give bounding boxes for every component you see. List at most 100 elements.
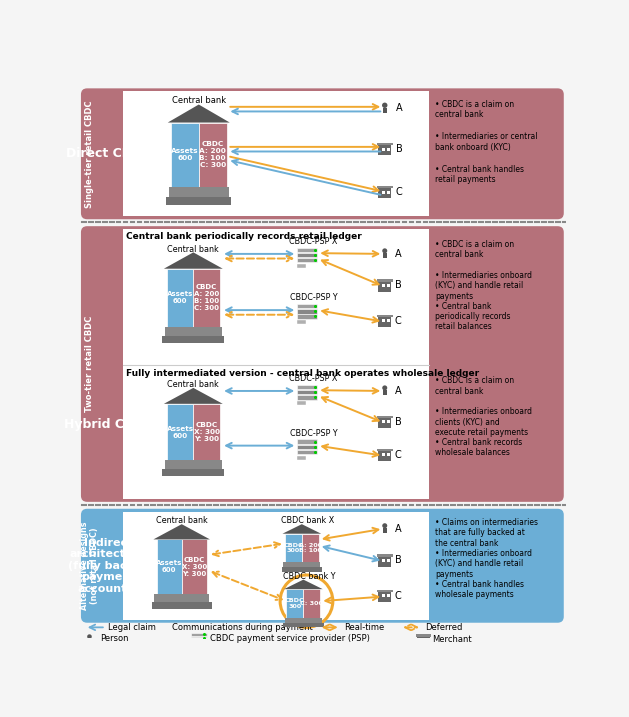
- Text: B: B: [396, 144, 403, 154]
- Text: • CBDC is a claim on
central bank: • CBDC is a claim on central bank: [435, 240, 515, 260]
- Text: CBDC payment service provider (PSP): CBDC payment service provider (PSP): [210, 635, 370, 643]
- Bar: [123, 229, 429, 499]
- Text: Legal claim: Legal claim: [108, 623, 156, 632]
- Circle shape: [382, 103, 387, 108]
- Bar: [283, 562, 320, 567]
- Polygon shape: [164, 388, 223, 404]
- Bar: [297, 445, 317, 449]
- Text: C: 300: C: 300: [301, 601, 323, 606]
- Text: Person: Person: [100, 635, 129, 643]
- Text: • Central bank
periodically records
retail balances: • Central bank periodically records reta…: [435, 302, 511, 331]
- Bar: [297, 395, 317, 399]
- Bar: [123, 92, 429, 216]
- Polygon shape: [282, 524, 321, 533]
- Text: Fully intermediated version - central bank operates wholesale ledger: Fully intermediated version - central ba…: [126, 369, 479, 379]
- Bar: [378, 317, 391, 327]
- Text: Real-time: Real-time: [343, 623, 384, 632]
- Bar: [191, 640, 206, 644]
- Text: CBDC-PSP Y: CBDC-PSP Y: [289, 429, 337, 438]
- Text: B: B: [395, 280, 401, 290]
- Bar: [302, 533, 319, 562]
- Text: Merchant: Merchant: [432, 635, 472, 644]
- Text: Assets
600: Assets 600: [167, 426, 194, 439]
- Bar: [417, 637, 430, 645]
- Text: Indirect
architecture
(fully backed
payment
accounts): Indirect architecture (fully backed paym…: [67, 538, 148, 594]
- Bar: [377, 589, 393, 592]
- Text: Central bank: Central bank: [167, 244, 219, 254]
- Bar: [283, 622, 323, 627]
- Text: CBDC
X: 300
Y: 300: CBDC X: 300 Y: 300: [194, 422, 220, 442]
- Text: Single-tier retail CBDC: Single-tier retail CBDC: [85, 100, 94, 208]
- Bar: [387, 191, 390, 194]
- Bar: [162, 470, 225, 476]
- Bar: [165, 460, 222, 470]
- Bar: [285, 533, 302, 562]
- Bar: [382, 284, 385, 287]
- Bar: [378, 189, 391, 199]
- Bar: [286, 589, 303, 618]
- Bar: [154, 594, 209, 602]
- Bar: [420, 639, 423, 642]
- Text: • Intermediaries onboard
(KYC) and handle retail
payments: • Intermediaries onboard (KYC) and handl…: [435, 549, 532, 579]
- Bar: [191, 637, 206, 640]
- Bar: [193, 404, 220, 460]
- Polygon shape: [164, 252, 223, 269]
- Text: Deferred: Deferred: [425, 623, 462, 632]
- Text: CBDC
300: CBDC 300: [284, 543, 303, 554]
- Text: A: A: [395, 249, 401, 259]
- Bar: [193, 269, 220, 327]
- Bar: [377, 315, 393, 317]
- Bar: [167, 404, 193, 460]
- Bar: [382, 528, 387, 533]
- Text: CBDC-PSP Y: CBDC-PSP Y: [289, 293, 337, 303]
- Bar: [297, 390, 317, 394]
- Text: C: C: [396, 187, 403, 197]
- Bar: [382, 191, 385, 194]
- Text: C: C: [395, 316, 401, 326]
- Text: CBDC-PSP X: CBDC-PSP X: [289, 237, 338, 246]
- Bar: [162, 336, 225, 343]
- Circle shape: [382, 523, 387, 528]
- Bar: [297, 401, 306, 405]
- Circle shape: [382, 385, 387, 390]
- Text: • Central bank records
wholesale balances: • Central bank records wholesale balance…: [435, 438, 522, 457]
- Bar: [297, 320, 306, 324]
- Bar: [297, 248, 317, 252]
- Text: Central bank: Central bank: [156, 516, 208, 526]
- Bar: [387, 559, 390, 562]
- Text: • Claims on intermediaries
that are fully backed at
the central bank: • Claims on intermediaries that are full…: [435, 518, 538, 548]
- Bar: [378, 282, 391, 292]
- Text: Central bank periodically records retail ledger: Central bank periodically records retail…: [126, 232, 362, 242]
- Bar: [199, 123, 226, 186]
- Bar: [377, 186, 393, 189]
- Text: A: A: [396, 103, 402, 113]
- Text: CBDC bank Y: CBDC bank Y: [283, 572, 336, 581]
- Bar: [382, 594, 385, 597]
- Bar: [378, 418, 391, 428]
- Text: Two-tier retail CBDC: Two-tier retail CBDC: [85, 315, 94, 412]
- Text: CBDC
300: CBDC 300: [285, 598, 304, 609]
- Text: Hybrid CBDC: Hybrid CBDC: [64, 418, 152, 431]
- Text: Assets
600: Assets 600: [156, 560, 182, 573]
- Text: • CBDC is a claim on
central bank: • CBDC is a claim on central bank: [435, 376, 515, 396]
- Bar: [152, 602, 211, 609]
- Text: Central bank: Central bank: [172, 96, 226, 105]
- Text: B: B: [395, 417, 401, 427]
- Bar: [387, 420, 390, 423]
- Text: A: A: [395, 524, 401, 533]
- Bar: [382, 108, 387, 113]
- Bar: [387, 284, 390, 287]
- Polygon shape: [284, 579, 323, 589]
- Bar: [297, 314, 317, 318]
- Bar: [387, 453, 390, 457]
- Bar: [377, 416, 393, 418]
- Bar: [182, 539, 207, 594]
- Bar: [382, 148, 385, 151]
- Bar: [297, 304, 317, 308]
- Bar: [297, 450, 317, 454]
- Text: C: C: [395, 591, 401, 601]
- Text: CBDC bank X: CBDC bank X: [281, 516, 335, 526]
- Bar: [382, 319, 385, 323]
- Bar: [166, 196, 231, 204]
- FancyBboxPatch shape: [81, 226, 564, 502]
